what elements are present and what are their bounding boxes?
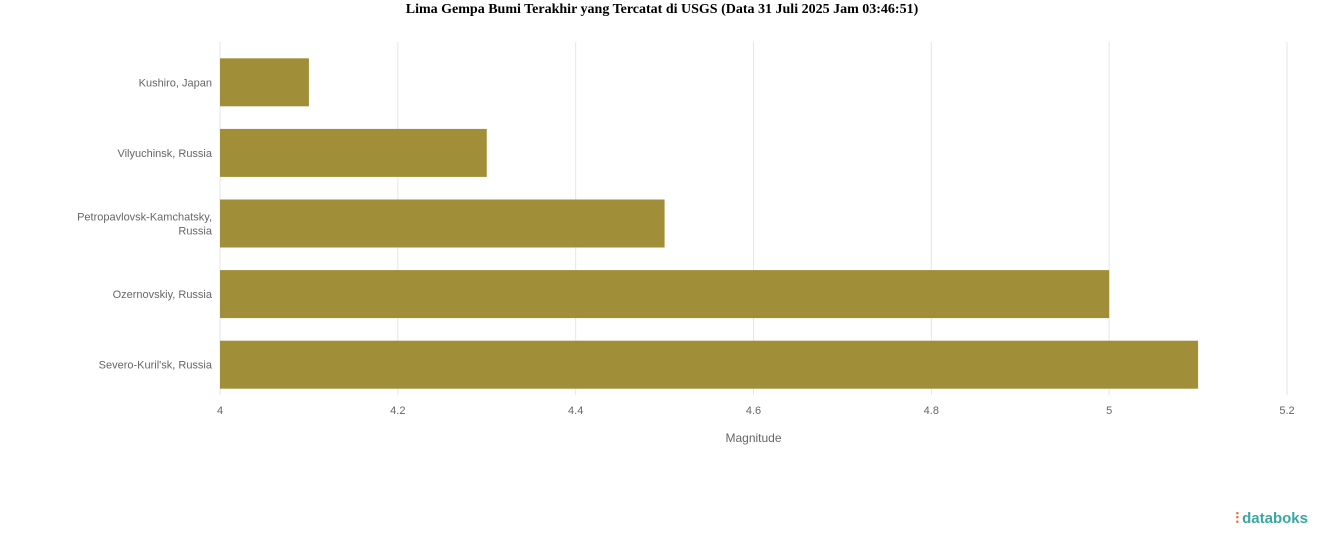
bar[interactable] [220,270,1110,319]
x-axis-label: Magnitude [725,431,781,445]
databoks-logo: ⫶ databoks [1235,510,1308,527]
y-tick-label: Severo-Kuril'sk, Russia [99,360,213,372]
y-tick-label: Vilyuchinsk, Russia [117,148,212,160]
x-tick-label: 4.4 [568,405,583,417]
y-tick-label: Ozernovskiy, Russia [113,289,213,301]
chart-title: Lima Gempa Bumi Terakhir yang Tercatat d… [405,2,919,17]
x-tick-label: 4.2 [390,405,405,417]
logo-icon: ⫶ [1235,510,1240,527]
bar[interactable] [220,58,309,107]
x-tick-label: 4 [217,405,223,417]
bar[interactable] [220,199,665,248]
x-tick-label: 5.2 [1279,405,1294,417]
x-tick-label: 4.8 [924,405,939,417]
bar[interactable] [220,340,1199,389]
logo-text: databoks [1242,510,1308,527]
x-tick-label: 5 [1106,405,1112,417]
y-tick-label: Kushiro, Japan [139,77,212,89]
x-tick-label: 4.6 [746,405,761,417]
y-tick-label: Petropavlovsk-Kamchatsky, Russia [77,212,213,238]
bar[interactable] [220,128,487,177]
